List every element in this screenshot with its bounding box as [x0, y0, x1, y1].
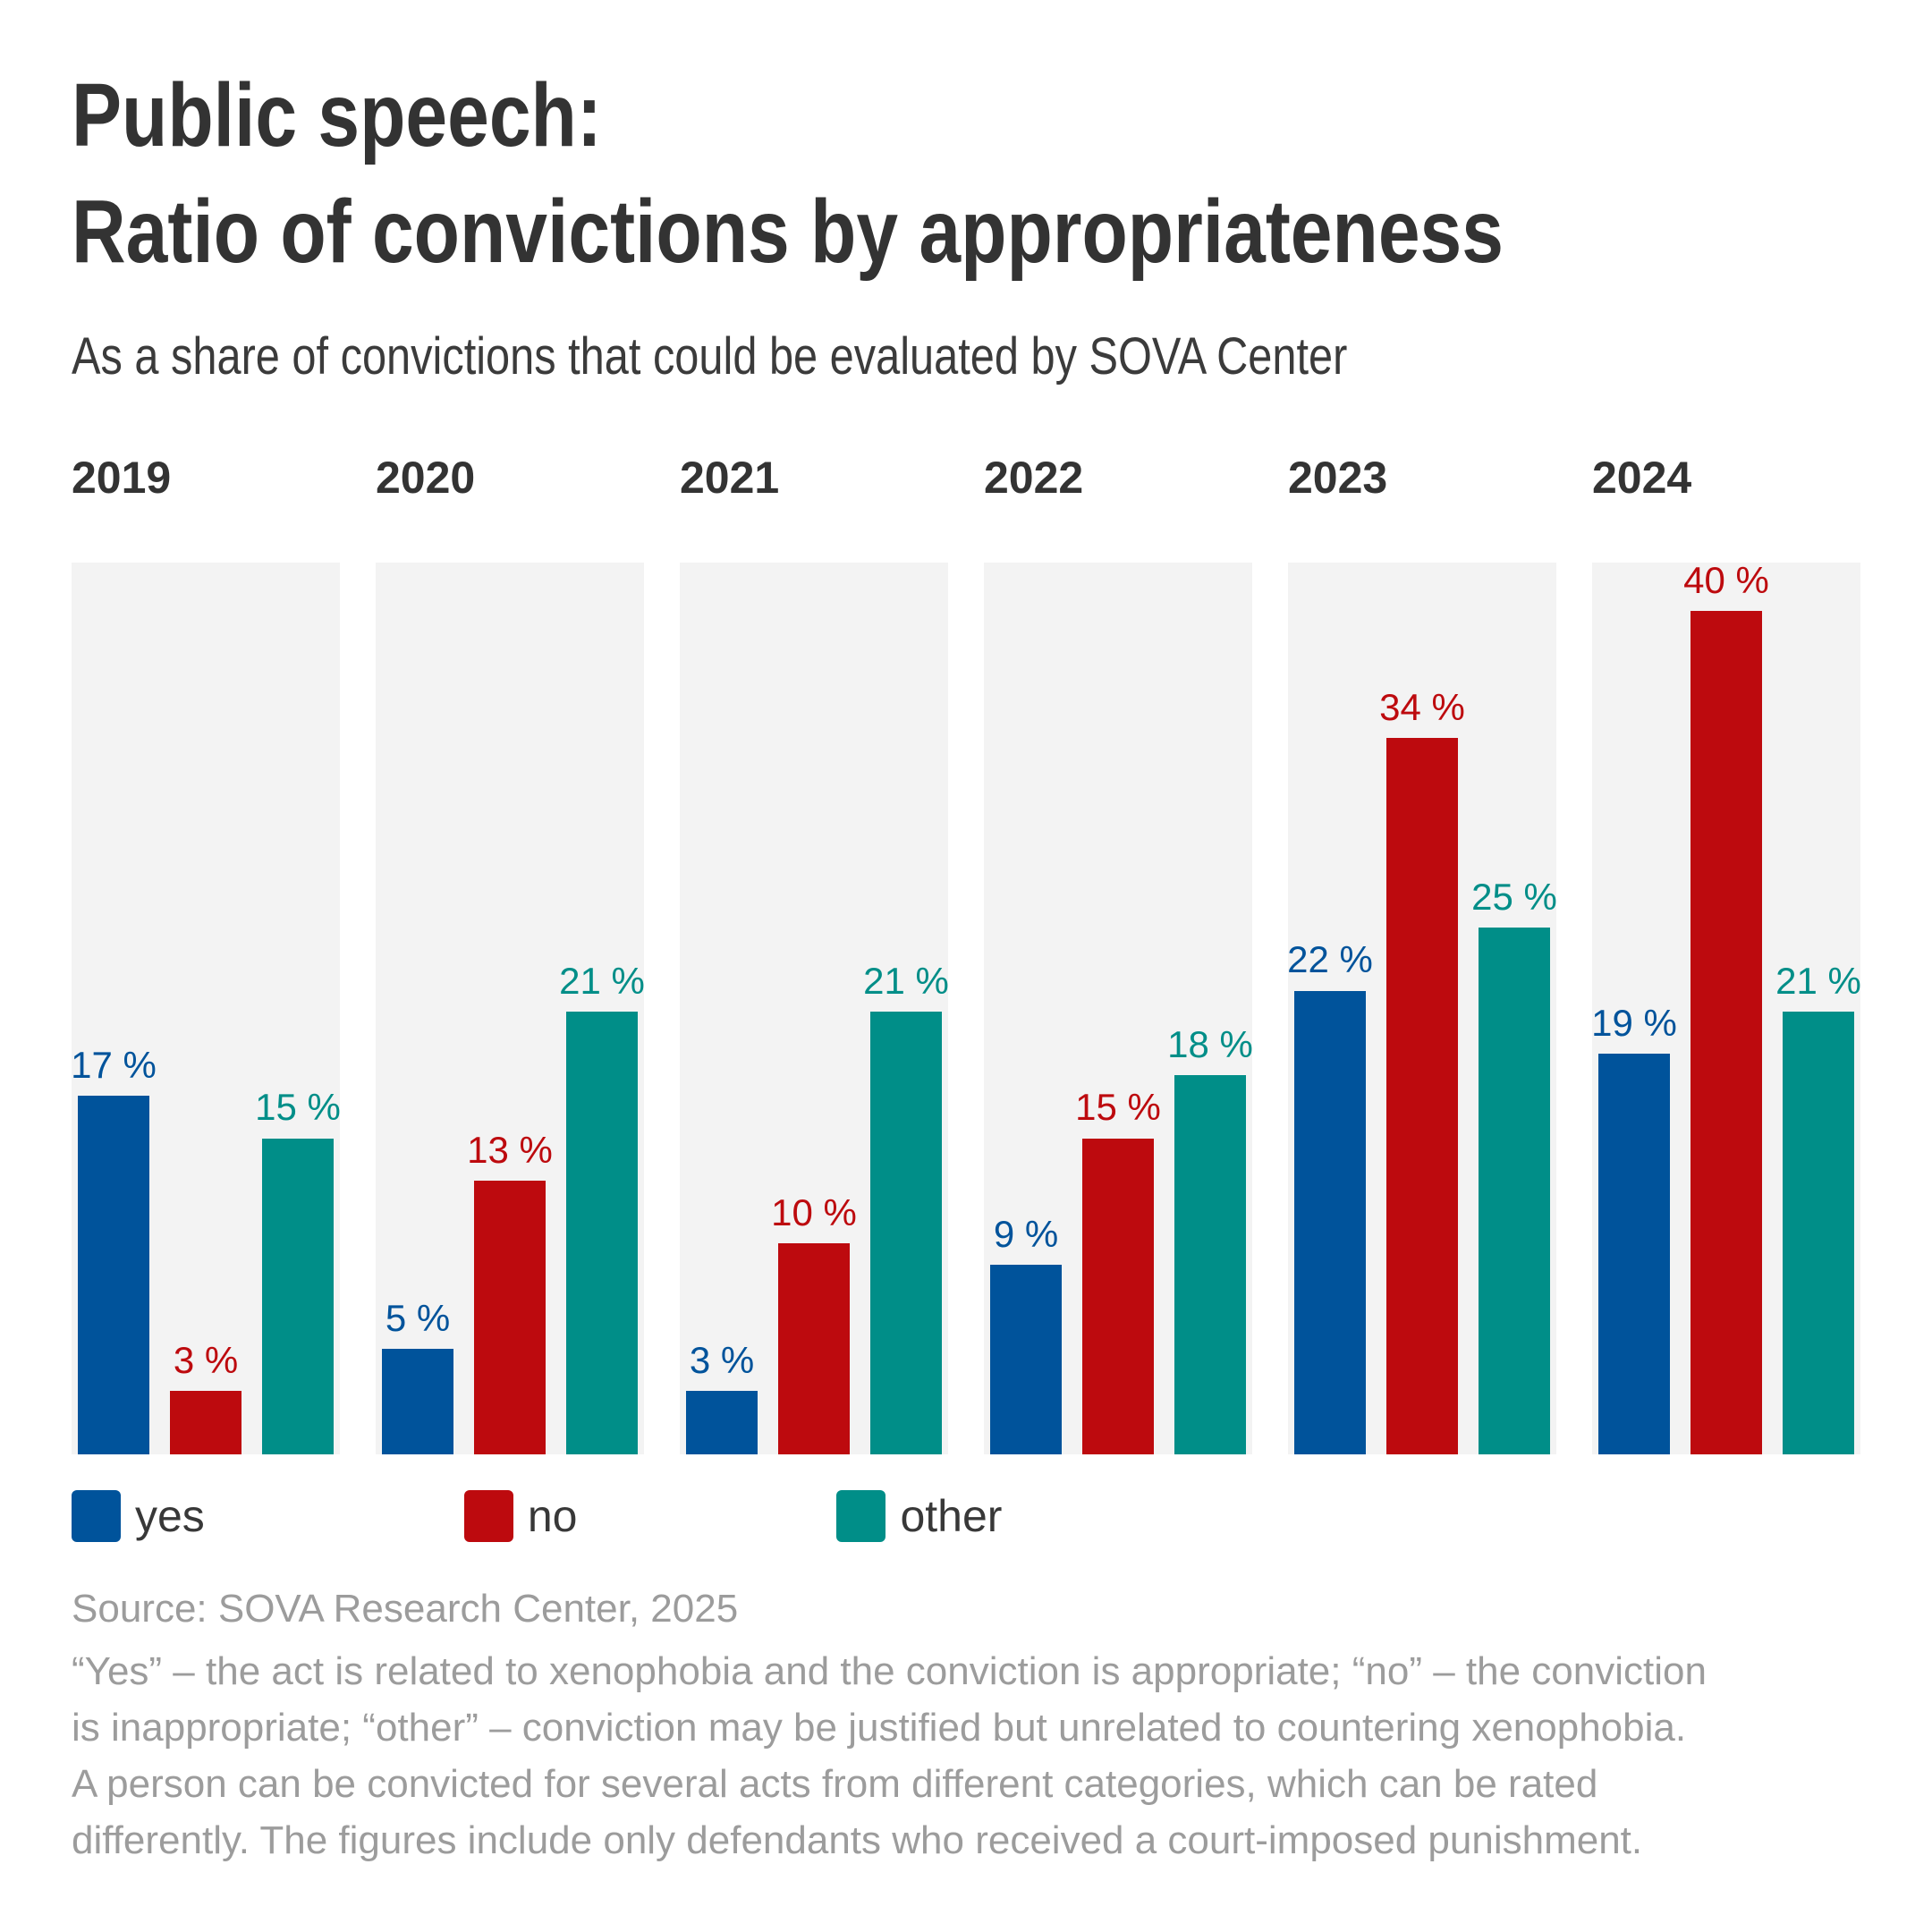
bar-value-label-yes-2022: 9 %: [993, 1212, 1059, 1255]
footnote-line-3: A person can be convicted for several ac…: [72, 1762, 1598, 1807]
bar-value-label-yes-2021: 3 %: [689, 1339, 755, 1382]
category-label-2022: 2022: [984, 452, 1084, 503]
bar-other-2020: [566, 1012, 638, 1455]
bar-group-no-2019: 3 %: [170, 563, 242, 1455]
bar-value-label-yes-2023: 22 %: [1287, 938, 1373, 981]
legend-item-other: other: [836, 1490, 1003, 1543]
bar-value-label-no-2020: 13 %: [467, 1128, 553, 1171]
page-title: Public speech: Ratio of convictions by a…: [72, 57, 1574, 290]
bar-value-label-other-2022: 18 %: [1167, 1022, 1253, 1065]
bar-group-no-2022: 15 %: [1075, 563, 1161, 1455]
bar-other-2022: [1174, 1074, 1246, 1455]
bar-group-yes-2024: 19 %: [1591, 563, 1677, 1455]
bar-group-other-2019: 15 %: [255, 563, 341, 1455]
footnote-line-1: “Yes” – the act is related to xenophobia…: [72, 1649, 1707, 1694]
footnote: “Yes” – the act is related to xenophobia…: [72, 1643, 1860, 1868]
bar-value-label-no-2021: 10 %: [771, 1191, 857, 1234]
bar-value-label-no-2023: 34 %: [1379, 685, 1465, 728]
legend-swatch-no: [463, 1490, 513, 1543]
bar-value-label-yes-2024: 19 %: [1591, 1002, 1677, 1045]
category-labels-row: 2019 2020 2021 2022 2023 2024: [72, 453, 1860, 504]
bar-group-yes-2021: 3 %: [686, 563, 758, 1455]
legend-item-no: no: [463, 1490, 578, 1543]
bar-value-label-other-2020: 21 %: [559, 960, 645, 1003]
title-line-2: Ratio of convictions by appropriateness: [72, 182, 1504, 282]
bar-group-other-2023: 25 %: [1471, 563, 1557, 1455]
chart-panel-2024: 19 % 40 % 21 %: [1591, 561, 1861, 1455]
category-label-2021: 2021: [680, 452, 780, 503]
bar-no-2024: [1690, 611, 1762, 1455]
legend-swatch-other: [836, 1490, 886, 1543]
legend-swatch-yes: [72, 1490, 121, 1543]
bar-value-label-no-2019: 3 %: [173, 1339, 239, 1382]
legend-label-no: no: [527, 1491, 578, 1542]
source-note: Source: SOVA Research Center, 2025: [72, 1587, 739, 1631]
chart-panel-2023: 22 % 34 % 25 %: [1287, 563, 1557, 1455]
bar-yes-2023: [1294, 990, 1366, 1455]
bar-no-2019: [170, 1391, 242, 1455]
bar-group-yes-2020: 5 %: [382, 563, 453, 1455]
bar-value-label-no-2022: 15 %: [1075, 1086, 1161, 1129]
bar-value-label-yes-2020: 5 %: [385, 1297, 451, 1340]
bar-group-no-2023: 34 %: [1379, 563, 1465, 1455]
bar-group-other-2022: 18 %: [1167, 563, 1253, 1455]
bar-no-2022: [1082, 1138, 1154, 1455]
footnote-line-2: is inappropriate; “other” – conviction m…: [72, 1706, 1687, 1750]
title-line-1: Public speech:: [72, 65, 602, 165]
footnote-line-4: differently. The figures include only de…: [72, 1818, 1643, 1863]
bar-value-label-yes-2019: 17 %: [71, 1044, 157, 1087]
bar-value-label-other-2024: 21 %: [1775, 960, 1861, 1003]
category-label-2023: 2023: [1288, 452, 1388, 503]
legend-label-yes: yes: [135, 1491, 205, 1542]
chart-panel-2020: 5 % 13 % 21 %: [376, 563, 645, 1455]
bar-value-label-other-2023: 25 %: [1471, 875, 1557, 918]
chart-area: 17 % 3 % 15 % 5 % 13 % 21 % 3 % 10 % 21 % 9 % 15 %…: [71, 561, 1861, 1455]
bar-other-2024: [1783, 1012, 1854, 1455]
bar-other-2019: [262, 1138, 334, 1455]
bar-value-label-other-2021: 21 %: [863, 960, 949, 1003]
bar-group-no-2020: 13 %: [467, 563, 553, 1455]
legend-label-other: other: [900, 1491, 1003, 1542]
bar-other-2023: [1479, 927, 1550, 1455]
category-label-2024: 2024: [1592, 452, 1692, 503]
bar-yes-2020: [382, 1349, 453, 1455]
bar-yes-2024: [1598, 1054, 1670, 1455]
subtitle: As a share of convictions that could be …: [72, 327, 1348, 386]
category-label-2019: 2019: [72, 452, 172, 503]
bar-group-other-2024: 21 %: [1775, 563, 1861, 1455]
chart-panel-2019: 17 % 3 % 15 %: [71, 563, 341, 1455]
bar-no-2023: [1386, 737, 1458, 1455]
bar-group-no-2021: 10 %: [771, 563, 857, 1455]
bar-no-2021: [778, 1243, 850, 1455]
bar-no-2020: [474, 1180, 546, 1455]
bar-group-yes-2022: 9 %: [990, 563, 1062, 1455]
bar-group-other-2021: 21 %: [863, 563, 949, 1455]
bar-group-yes-2023: 22 %: [1287, 563, 1373, 1455]
bar-group-yes-2019: 17 %: [71, 563, 157, 1455]
bar-yes-2019: [78, 1096, 149, 1455]
bar-other-2021: [870, 1012, 942, 1455]
bar-yes-2022: [990, 1264, 1062, 1455]
chart-panel-2022: 9 % 15 % 18 %: [984, 563, 1253, 1455]
legend: yes no other: [72, 1490, 1860, 1543]
bar-yes-2021: [686, 1391, 758, 1455]
bar-group-other-2020: 21 %: [559, 563, 645, 1455]
infographic: Public speech: Ratio of convictions by a…: [0, 57, 1932, 1932]
bar-value-label-no-2024: 40 %: [1683, 559, 1769, 602]
bar-value-label-other-2019: 15 %: [255, 1086, 341, 1129]
chart-panel-2021: 3 % 10 % 21 %: [680, 563, 949, 1455]
bar-group-no-2024: 40 %: [1683, 561, 1769, 1455]
legend-item-yes: yes: [72, 1490, 205, 1543]
category-label-2020: 2020: [376, 452, 476, 503]
